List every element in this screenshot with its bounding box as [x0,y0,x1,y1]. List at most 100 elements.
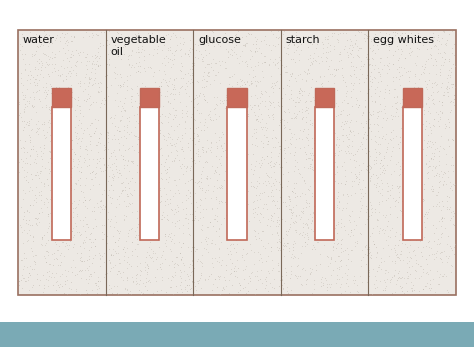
Point [410,136,418,142]
Point [349,208,356,213]
Point [120,198,128,204]
Point [322,118,330,124]
Point [293,111,301,117]
Point [299,224,306,230]
Point [71,220,79,225]
Point [308,161,315,166]
Point [122,213,130,219]
Point [285,194,293,200]
Point [110,69,118,75]
Point [343,143,351,149]
Point [438,54,446,60]
Point [366,254,374,260]
Point [404,190,412,195]
Point [346,119,354,125]
Point [381,230,388,236]
Point [199,54,207,60]
Point [158,176,165,182]
Point [394,275,401,281]
Point [412,153,419,158]
Point [262,134,269,140]
Point [436,72,444,77]
Point [284,51,292,56]
Point [113,271,120,277]
Point [146,254,154,260]
Point [52,210,59,216]
Point [61,200,69,206]
Point [90,168,97,174]
Point [295,166,302,172]
Point [303,230,311,236]
Point [124,290,132,296]
Point [432,251,439,256]
Point [198,58,206,64]
Point [246,47,254,53]
Point [203,61,211,67]
Point [45,220,52,226]
Point [395,237,403,243]
Point [362,54,370,60]
Point [123,77,130,83]
Point [125,145,133,151]
Point [411,267,419,273]
Point [350,158,358,163]
Point [74,94,82,100]
Point [231,227,239,233]
Point [265,114,273,119]
Point [319,129,326,135]
Point [347,59,355,65]
Point [304,216,312,222]
Point [328,71,336,76]
Point [257,50,264,55]
Point [203,159,210,165]
Point [60,159,67,164]
Point [378,227,386,233]
Point [128,274,136,280]
Point [174,262,182,268]
Point [88,260,96,266]
Point [444,136,452,142]
Point [45,283,52,289]
Point [257,124,265,130]
Point [318,83,326,89]
Point [71,62,78,68]
Point [189,221,196,226]
Point [255,80,262,85]
Point [424,239,431,245]
Point [361,129,369,135]
Point [40,143,47,148]
Point [94,278,101,283]
Point [269,42,277,48]
Point [232,51,239,56]
Point [77,231,85,237]
Point [87,271,94,277]
Point [77,120,85,126]
Point [114,37,121,43]
Point [353,282,361,288]
Point [54,256,61,262]
Point [292,273,300,279]
Point [431,56,439,62]
Point [98,229,106,234]
Point [249,183,256,189]
Point [60,191,67,196]
Point [148,189,155,195]
Point [292,78,300,83]
Point [192,288,200,293]
Point [39,289,46,295]
Point [328,236,336,242]
Point [290,110,297,116]
Point [333,277,341,282]
Point [236,111,243,117]
Point [201,69,208,75]
Point [55,208,63,214]
Point [358,113,366,118]
Point [252,41,259,47]
Point [27,128,35,133]
Point [417,263,424,269]
Point [37,192,45,198]
Point [116,128,124,133]
Point [114,124,122,130]
Point [144,130,151,135]
Point [214,143,221,149]
